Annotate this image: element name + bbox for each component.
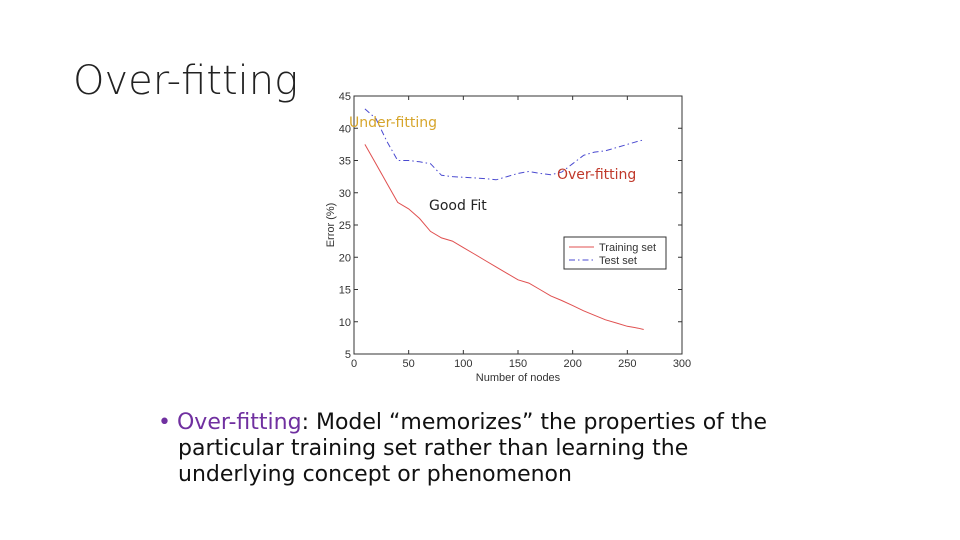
- y-tick-label: 30: [339, 188, 351, 200]
- annotation-under-fitting: Under-fitting: [349, 115, 437, 131]
- x-tick-label: 150: [509, 358, 527, 370]
- series-line-test: [364, 108, 644, 181]
- series-layer: [364, 108, 644, 330]
- y-tick-label: 40: [339, 123, 351, 135]
- legend-box: [563, 236, 667, 270]
- x-tick-label: 0: [351, 358, 357, 370]
- bullet-line-1: : Model “memorizes” the properties of th…: [301, 410, 768, 435]
- bullet-dot: •: [158, 410, 171, 435]
- bullet-line-2: particular training set rather than lear…: [178, 436, 689, 461]
- series-line-training: [364, 144, 644, 330]
- legend-entry: Test set: [599, 255, 637, 267]
- y-tick-label: 45: [339, 91, 351, 103]
- bullet-point: • Over-fitting: Model “memorizes” the pro…: [158, 410, 858, 488]
- plot-area: [353, 95, 683, 355]
- x-tick-label: 250: [618, 358, 636, 370]
- y-tick-label: 15: [339, 285, 351, 297]
- annotation-over-fitting: Over-fitting: [557, 167, 637, 183]
- x-tick-label: 100: [454, 358, 472, 370]
- y-tick-label: 10: [339, 317, 351, 329]
- axes: 0 50 100 150 200 250 300 5 10 15 20 25 30 35 40 45 Numbe…: [325, 91, 691, 384]
- y-axis-label: Error (%): [325, 203, 337, 248]
- x-axis-label: Number of nodes: [476, 372, 561, 384]
- y-tick-label: 20: [339, 252, 351, 264]
- bullet-term: Over-fitting: [176, 410, 302, 435]
- y-tick-label: 25: [339, 220, 351, 232]
- x-tick-label: 50: [403, 358, 415, 370]
- annotation-good-fit: Good Fit: [429, 198, 487, 214]
- x-tick-label: 300: [673, 358, 691, 370]
- x-tick-label: 200: [563, 358, 581, 370]
- slide-title: Over-fitting: [73, 58, 299, 104]
- legend-entry: Training set: [599, 242, 656, 254]
- y-tick-label: 35: [339, 156, 351, 168]
- plot-frame: [353, 95, 683, 355]
- bullet-line-3: underlying concept or phenomenon: [178, 462, 572, 487]
- y-tick-label: 5: [345, 349, 351, 361]
